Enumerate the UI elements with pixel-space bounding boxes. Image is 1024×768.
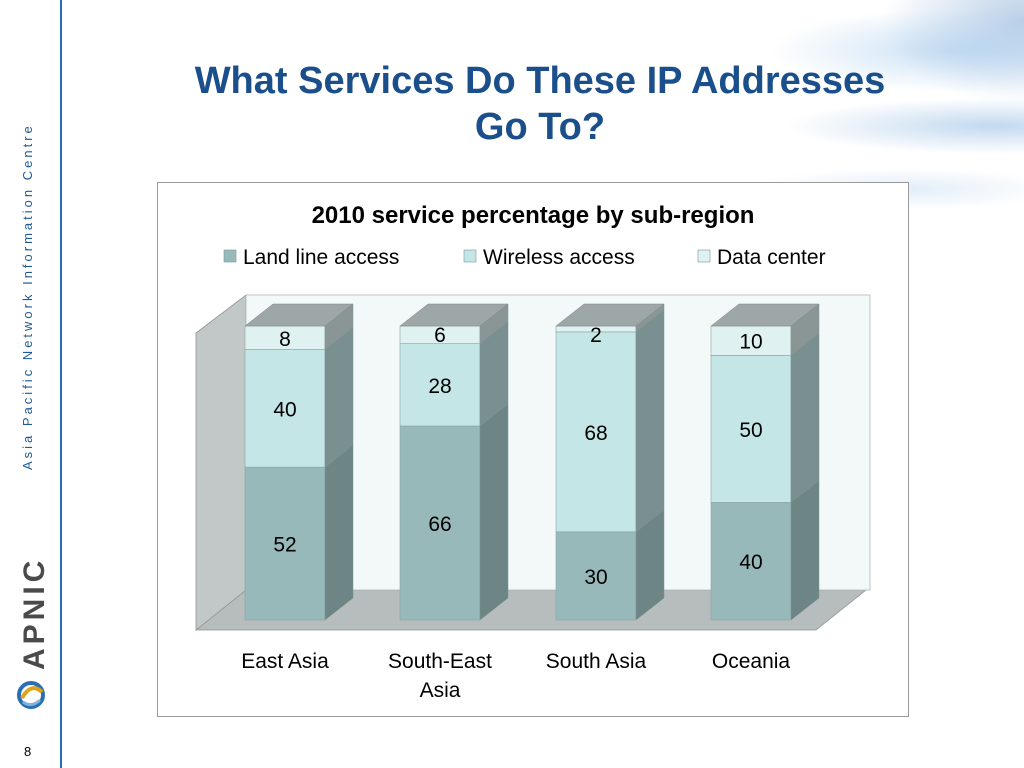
- category-label-0: East Asia: [241, 650, 329, 673]
- chart-legend: Land line access Wireless access Data cent…: [223, 246, 826, 269]
- chart-title: 2010 service percentage by sub-region: [312, 202, 755, 229]
- category-label-1-line-1: Asia: [420, 679, 461, 702]
- chart-bars: [244, 303, 820, 621]
- chart-side-wall: [195, 294, 247, 631]
- chart-labels: 52 40 8 East Asia 66 28 6 South-East Asia 30 68 2 So…: [241, 324, 790, 702]
- bar-top-1: [399, 303, 509, 327]
- bar-3-series-1: [710, 355, 792, 503]
- legend-label-1: Wireless access: [483, 246, 635, 269]
- title-line-1: What Services Do These IP Addresses: [194, 60, 886, 102]
- data-label-1-2: 6: [434, 324, 446, 347]
- stacked-bar-chart: 2010 service percentage by sub-region La…: [194, 202, 871, 702]
- data-label-3-1: 50: [739, 419, 762, 442]
- bar-side-3-series-0: [790, 479, 820, 621]
- bar-side-1-series-0: [479, 403, 509, 621]
- data-label-1-0: 66: [428, 513, 451, 536]
- bar-2-series-1: [555, 331, 637, 533]
- legend-label-0: Land line access: [243, 246, 399, 269]
- legend-swatch-1: [463, 249, 477, 263]
- data-label-0-2: 8: [279, 328, 291, 351]
- data-label-3-2: 10: [739, 331, 762, 354]
- bar-side-2-series-1: [635, 309, 665, 533]
- organization-name: Asia Pacific Network Information Centre: [20, 123, 35, 470]
- data-label-2-1: 68: [584, 422, 607, 445]
- legend-swatch-2: [697, 249, 711, 263]
- bar-top-0: [244, 303, 354, 327]
- apnic-logo-icon: [17, 681, 45, 709]
- data-label-1-1: 28: [428, 375, 451, 398]
- title-line-2: Go To?: [474, 106, 606, 148]
- bar-side-0-series-0: [324, 444, 354, 621]
- bar-top-3: [710, 303, 820, 327]
- slide-title: What Services Do These IP Addresses Go T…: [100, 58, 980, 150]
- page-number: 8: [24, 744, 32, 759]
- bar-0-series-0: [244, 466, 326, 621]
- bar-side-0-series-1: [324, 327, 354, 468]
- legend-label-2: Data center: [717, 246, 826, 269]
- category-label-1: South-East: [388, 650, 492, 673]
- side-strip: Asia Pacific Network Information Centre …: [0, 0, 62, 768]
- chart-container: 2010 service percentage by sub-region La…: [157, 182, 909, 717]
- data-label-0-1: 40: [273, 398, 296, 421]
- bar-side-3-series-1: [790, 332, 820, 503]
- bar-2-series-0: [555, 531, 637, 621]
- bar-top-2: [555, 303, 665, 327]
- data-label-2-0: 30: [584, 566, 607, 589]
- bar-3-series-0: [710, 502, 792, 621]
- data-label-2-2: 2: [590, 324, 602, 347]
- data-label-3-0: 40: [739, 551, 762, 574]
- category-label-2: South Asia: [546, 650, 647, 673]
- data-label-0-0: 52: [273, 534, 296, 557]
- legend-swatch-0: [223, 249, 237, 263]
- apnic-logo-text: APNIC: [18, 556, 51, 670]
- category-label-3: Oceania: [712, 650, 791, 673]
